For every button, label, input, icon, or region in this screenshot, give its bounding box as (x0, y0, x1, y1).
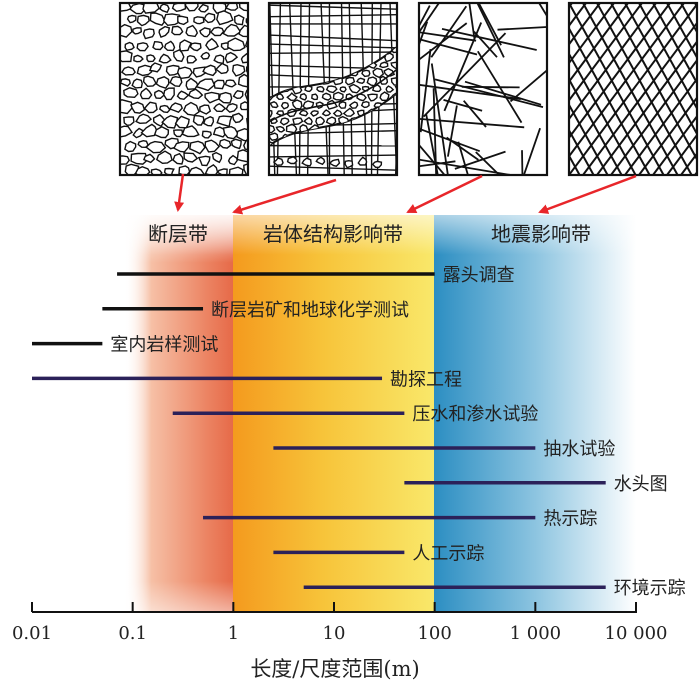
arrow-to-structure-zone-b (408, 176, 482, 212)
x-axis-tick-label: 100 (417, 623, 451, 644)
method-label: 勘探工程 (390, 369, 462, 390)
x-axis-tick-label: 10 000 (605, 623, 668, 644)
random-fractures-panel (381, 0, 592, 219)
arrow-to-structure-zone-a (234, 180, 336, 212)
zone-label-fault: 断层带 (148, 222, 208, 246)
banded-structure-panel (264, 3, 406, 181)
x-axis-tick-label: 1 (228, 623, 239, 644)
method-label: 抽水试验 (543, 439, 615, 460)
pointer-arrows (178, 174, 636, 212)
illustration-panels (115, 0, 700, 219)
x-axis-tick-label: 10 (323, 623, 346, 644)
x-axis-title: 长度/尺度范围(m) (250, 657, 419, 681)
arrow-to-fault-zone (178, 174, 183, 210)
x-axis-tick-label: 0.1 (118, 623, 147, 644)
arrow-to-seismic-zone (540, 176, 636, 212)
method-label: 露头调查 (443, 265, 515, 286)
method-label: 环境示踪 (614, 578, 686, 599)
x-axis-tick-label: 0.01 (12, 623, 52, 644)
zone-label-structure: 岩体结构影响带 (263, 222, 403, 246)
method-label: 室内岩样测试 (110, 335, 218, 356)
x-axis-tick-label: 1 000 (510, 623, 562, 644)
method-label: 人工示踪 (412, 543, 484, 564)
zone-label-seismic: 地震影响带 (491, 222, 591, 246)
fault-gouge-panel (115, 0, 260, 179)
method-label: 压水和渗水试验 (412, 404, 538, 425)
method-label: 断层岩矿和地球化学测试 (211, 300, 409, 321)
method-label: 热示踪 (543, 509, 597, 530)
method-label: 水头图 (614, 474, 668, 495)
